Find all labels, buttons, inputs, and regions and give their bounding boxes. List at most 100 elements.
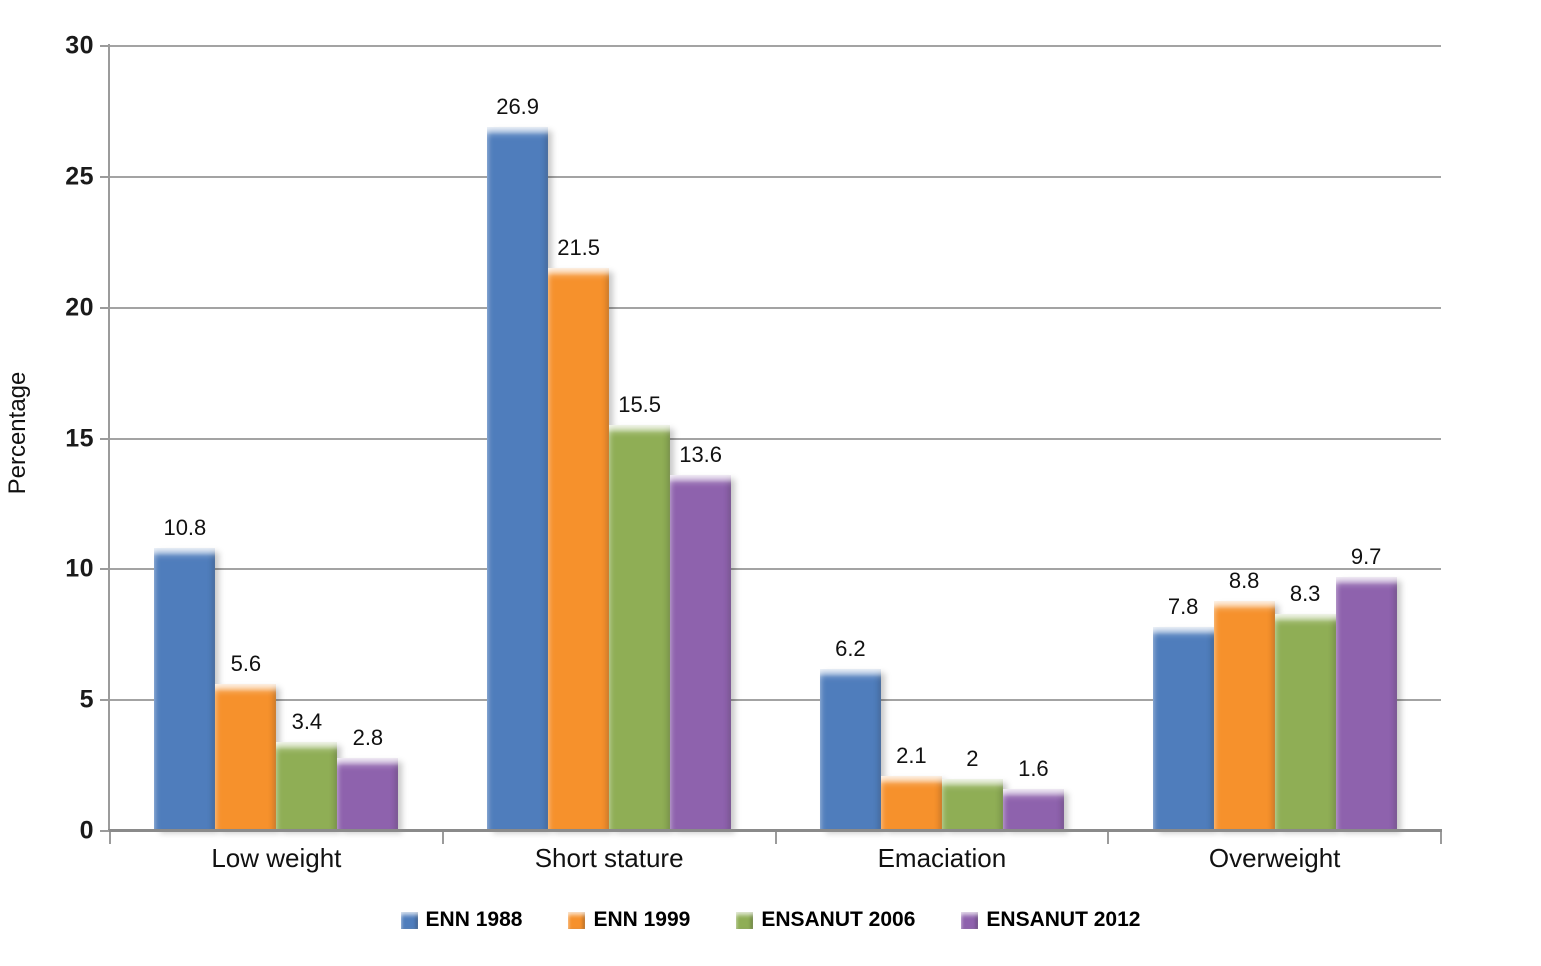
bar-ensanut-2012-low-weight xyxy=(337,757,399,831)
bar-enn-1988-overweight xyxy=(1152,626,1214,831)
plot-area: 10.8 5.6 3.4 2.8 26.9 21.5 15.5 13.6 6.2 2.1 2 1.6 7… xyxy=(110,45,1441,831)
gridline xyxy=(110,306,1441,309)
bar-column: 21.5 xyxy=(548,46,610,831)
category-label-low-weight: Low weight xyxy=(211,843,342,873)
bar-enn-1988-low-weight xyxy=(154,548,216,831)
y-tick-mark xyxy=(100,437,109,440)
bar-ensanut-2012-short-stature xyxy=(670,475,732,831)
bar-column: 26.9 xyxy=(487,46,549,831)
y-tick-mark xyxy=(100,45,109,47)
legend-item-ensanut-2006: ENSANUT 2006 xyxy=(736,908,915,932)
y-tick-mark xyxy=(100,306,109,309)
bar-value-label: 13.6 xyxy=(679,442,723,468)
bar-value-label: 5.6 xyxy=(230,651,262,677)
y-axis-title: Percentage xyxy=(4,371,31,495)
gridline xyxy=(110,175,1441,178)
bar-column: 2.8 xyxy=(337,46,399,831)
gridline xyxy=(110,437,1441,440)
bar-column: 3.4 xyxy=(276,46,338,831)
bar-column: 1.6 xyxy=(1002,46,1064,831)
legend-swatch-icon xyxy=(400,911,418,929)
bar-value-label: 8.8 xyxy=(1228,567,1260,593)
gridline xyxy=(110,45,1441,47)
gridline xyxy=(110,568,1441,571)
bar-value-label: 1.6 xyxy=(1018,756,1049,782)
x-tick-mark xyxy=(109,832,111,844)
bar-group-overweight: 7.8 8.8 8.3 9.7 xyxy=(1108,46,1441,831)
bar-column: 5.6 xyxy=(215,46,277,831)
y-tick-label: 30 xyxy=(65,31,94,60)
bar-value-label: 6.2 xyxy=(835,635,866,661)
bar-column: 2.1 xyxy=(880,46,942,831)
legend-swatch-icon xyxy=(736,911,754,929)
x-tick-mark xyxy=(1107,832,1110,844)
bar-column: 7.8 xyxy=(1152,46,1214,831)
bar-value-label: 2.1 xyxy=(896,743,927,769)
bar-ensanut-2006-overweight xyxy=(1274,613,1336,831)
category-labels: Low weight Short stature Emaciation Overwei… xyxy=(110,843,1441,874)
bar-enn-1988-emaciation xyxy=(819,668,881,831)
y-tick-mark xyxy=(100,830,109,832)
legend-item-enn-1999: ENN 1999 xyxy=(568,908,690,932)
bar-value-label: 10.8 xyxy=(163,515,207,541)
legend-swatch-icon xyxy=(568,911,586,929)
y-tick-mark xyxy=(100,568,109,571)
bar-enn-1999-emaciation xyxy=(880,776,942,831)
bar-value-label: 26.9 xyxy=(496,94,540,120)
y-tick-label: 0 xyxy=(79,816,94,845)
y-axis-line xyxy=(108,44,110,831)
y-axis-labels: 0 5 10 15 20 25 30 xyxy=(38,32,94,845)
bar-value-label: 7.8 xyxy=(1167,593,1199,619)
bar-enn-1988-short-stature xyxy=(487,127,549,831)
legend-item-ensanut-2012: ENSANUT 2012 xyxy=(961,908,1140,932)
y-tick-label: 25 xyxy=(65,162,94,191)
x-tick-mark xyxy=(1440,832,1442,844)
bar-column: 15.5 xyxy=(609,46,671,831)
bar-ensanut-2006-low-weight xyxy=(276,742,338,831)
bar-enn-1999-low-weight xyxy=(215,684,277,831)
y-tick-label: 10 xyxy=(65,554,94,583)
bar-column: 9.7 xyxy=(1335,46,1397,831)
legend-label: ENN 1999 xyxy=(593,908,691,931)
x-tick-mark xyxy=(441,832,444,844)
bar-ensanut-2012-emaciation xyxy=(1002,789,1064,831)
legend-item-enn-1988: ENN 1988 xyxy=(400,908,523,932)
legend-label: ENSANUT 2012 xyxy=(986,908,1141,931)
bar-value-label: 2.8 xyxy=(352,724,384,750)
bar-column: 6.2 xyxy=(819,46,881,831)
bar-ensanut-2012-overweight xyxy=(1335,577,1397,831)
bar-group-low-weight: 10.8 5.6 3.4 2.8 xyxy=(110,46,443,831)
legend-swatch-icon xyxy=(961,911,979,929)
bar-value-label: 9.7 xyxy=(1350,544,1382,570)
y-tick-label: 20 xyxy=(65,293,94,322)
bar-enn-1999-short-stature xyxy=(548,268,610,831)
bar-groups: 10.8 5.6 3.4 2.8 26.9 21.5 15.5 13.6 6.2 2.1 2 1.6 7… xyxy=(110,46,1441,831)
bar-ensanut-2006-short-stature xyxy=(609,425,671,831)
bar-column: 13.6 xyxy=(670,46,732,831)
legend-label: ENSANUT 2006 xyxy=(761,908,916,931)
bar-column: 2 xyxy=(941,46,1003,831)
y-tick-mark xyxy=(100,175,109,178)
bar-group-emaciation: 6.2 2.1 2 1.6 xyxy=(776,46,1109,831)
y-tick-label: 5 xyxy=(79,685,94,714)
category-label-overweight: Overweight xyxy=(1208,843,1341,873)
bar-enn-1999-overweight xyxy=(1213,600,1275,831)
bar-value-label: 2 xyxy=(966,745,979,771)
category-label-short-stature: Short stature xyxy=(534,843,684,873)
bar-value-label: 3.4 xyxy=(291,709,323,735)
bar-column: 10.8 xyxy=(154,46,216,831)
bar-value-label: 8.3 xyxy=(1289,580,1321,606)
x-axis-line xyxy=(108,829,1442,832)
bar-ensanut-2006-emaciation xyxy=(941,778,1003,831)
gridline xyxy=(110,699,1441,702)
x-tick-mark xyxy=(774,832,777,844)
chart-legend: ENN 1988 ENN 1999 ENSANUT 2006 ENSANUT 2012 xyxy=(0,908,1541,932)
category-label-emaciation: Emaciation xyxy=(877,843,1007,873)
bar-group-short-stature: 26.9 21.5 15.5 13.6 xyxy=(443,46,776,831)
y-tick-mark xyxy=(100,699,109,702)
bar-value-label: 21.5 xyxy=(557,235,601,261)
y-tick-label: 15 xyxy=(65,424,94,452)
bar-column: 8.8 xyxy=(1213,46,1275,831)
legend-label: ENN 1988 xyxy=(425,908,523,931)
